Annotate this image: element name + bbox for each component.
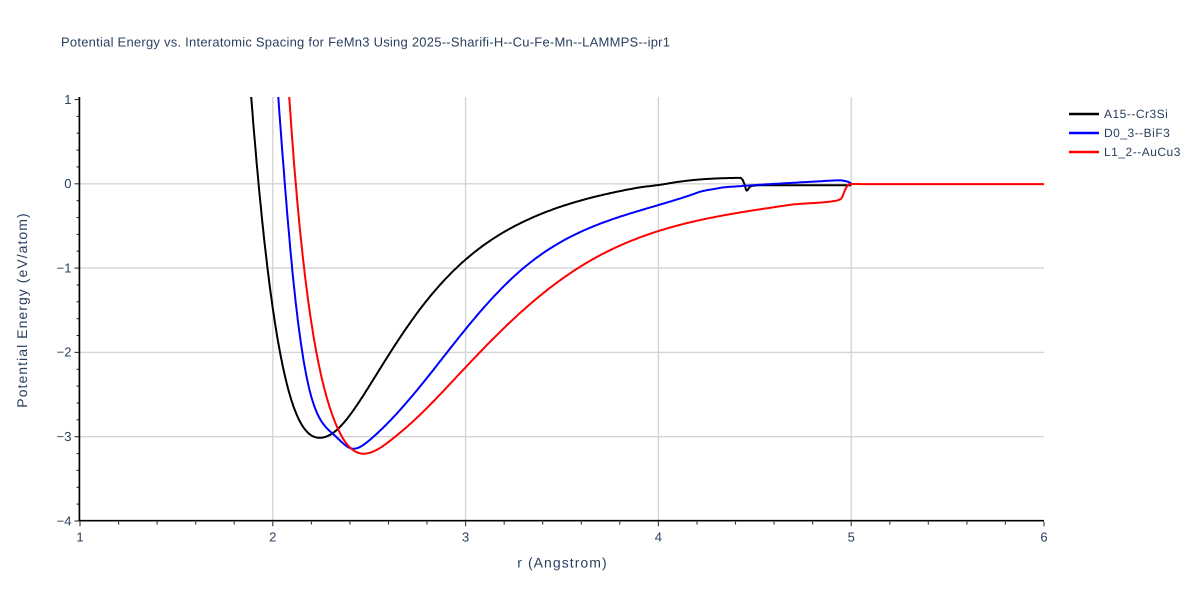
svg-text:Potential Energy (eV/atom): Potential Energy (eV/atom) xyxy=(14,212,30,407)
svg-text:−3: −3 xyxy=(57,429,72,444)
svg-text:3: 3 xyxy=(462,530,469,545)
svg-text:0: 0 xyxy=(64,176,71,191)
svg-text:1: 1 xyxy=(64,92,71,107)
svg-text:−1: −1 xyxy=(57,260,72,275)
svg-text:r (Angstrom): r (Angstrom) xyxy=(517,555,607,571)
svg-text:−2: −2 xyxy=(57,345,72,360)
svg-text:2: 2 xyxy=(269,530,276,545)
svg-text:5: 5 xyxy=(848,530,855,545)
svg-text:−4: −4 xyxy=(57,513,72,528)
svg-text:A15--Cr3Si: A15--Cr3Si xyxy=(1104,107,1168,121)
svg-text:D0_3--BiF3: D0_3--BiF3 xyxy=(1104,126,1170,140)
svg-text:1: 1 xyxy=(76,530,83,545)
svg-text:4: 4 xyxy=(655,530,662,545)
svg-text:Potential Energy vs. Interatom: Potential Energy vs. Interatomic Spacing… xyxy=(61,34,670,49)
svg-text:6: 6 xyxy=(1040,530,1047,545)
svg-text:L1_2--AuCu3: L1_2--AuCu3 xyxy=(1104,145,1181,159)
